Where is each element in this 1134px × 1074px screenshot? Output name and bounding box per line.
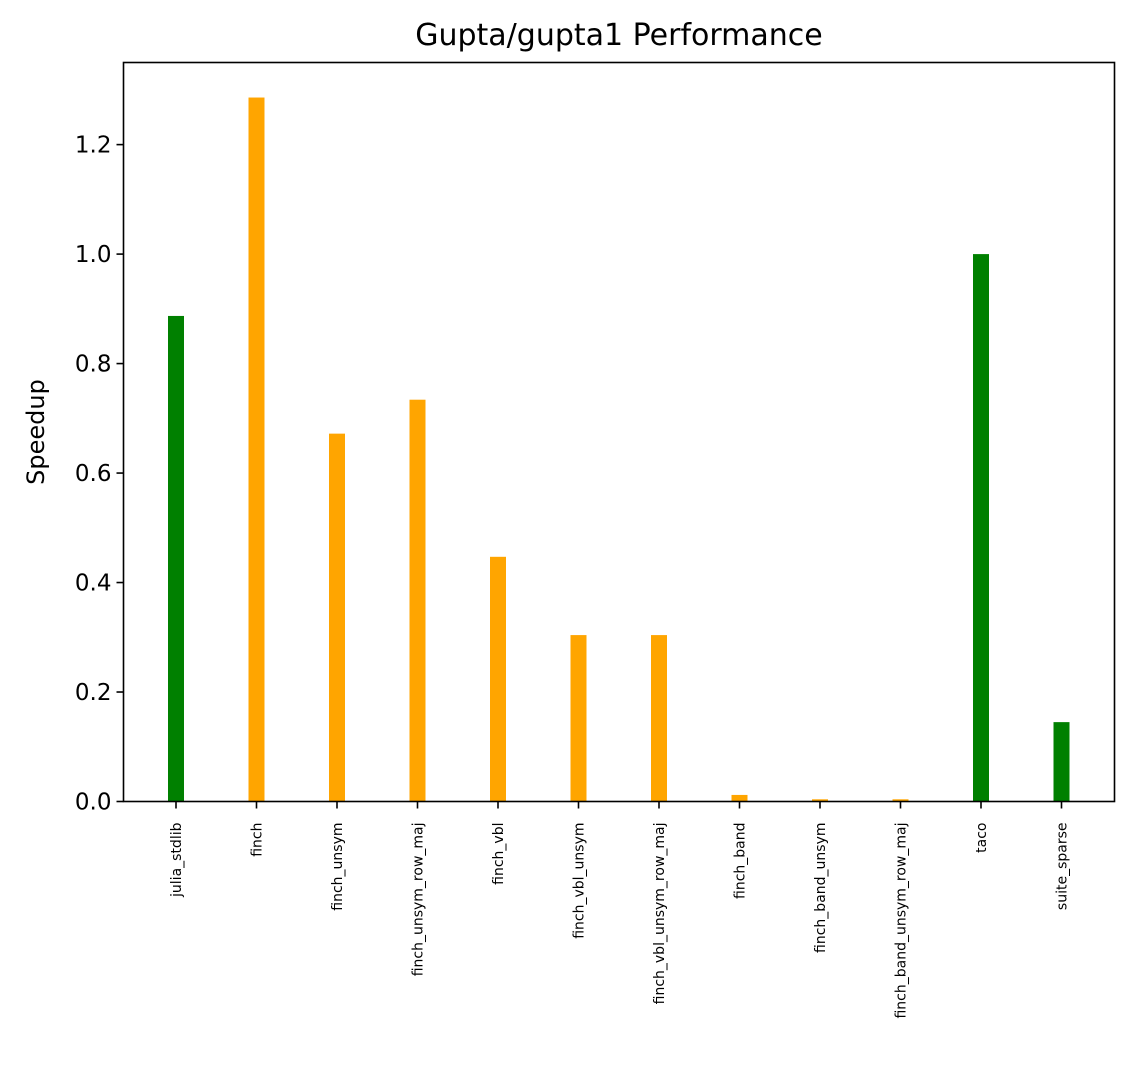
x-tick-label: finch_band_unsym_row_maj [894, 823, 910, 1019]
bars-group [168, 97, 1070, 802]
x-tick-label: finch_vbl_unsym_row_maj [652, 823, 668, 1005]
y-tick-label: 0.4 [75, 571, 112, 597]
bar-finch_band_unsym [812, 799, 828, 802]
x-tick-label: taco [974, 823, 990, 853]
x-tick-label: finch_vbl_unsym [572, 823, 588, 939]
x-axis-ticks: julia_stdlib finch finch_unsym finch_unsym_… [169, 801, 1071, 1019]
bar-finch_vbl_unsym [570, 635, 587, 802]
x-tick-label: finch_band_unsym [813, 823, 829, 953]
bar-taco [973, 254, 989, 802]
x-tick-label: suite_sparse [1055, 823, 1071, 911]
x-tick-label: julia_stdlib [169, 822, 185, 898]
bar-julia_stdlib [168, 315, 184, 802]
bar-finch_unsym_row_maj [409, 399, 426, 802]
bar-finch_band [731, 794, 748, 802]
bar-finch [248, 97, 265, 802]
y-tick-label: 1.2 [75, 133, 112, 159]
bar-finch_vbl [490, 556, 506, 802]
x-tick-label: finch_unsym_row_maj [411, 823, 427, 977]
y-tick-label: 0.0 [75, 790, 112, 816]
y-tick-label: 0.6 [75, 461, 112, 487]
bar-finch_band_unsym_row_maj [892, 799, 909, 802]
x-tick-label: finch_band [733, 823, 749, 900]
x-tick-label: finch_unsym [330, 823, 346, 911]
y-tick-label: 0.8 [75, 352, 112, 378]
x-tick-label: finch_vbl [491, 823, 507, 885]
y-axis-label: Speedup [22, 379, 50, 485]
y-tick-label: 0.2 [75, 680, 112, 706]
bar-finch_unsym [329, 433, 345, 802]
plot-frame [122, 61, 1116, 803]
x-tick-label: finch [250, 823, 266, 857]
bar-suite_sparse [1053, 722, 1070, 802]
chart-title: Gupta/gupta1 Performance [415, 18, 823, 53]
y-tick-label: 1.0 [75, 242, 112, 268]
bar-finch_vbl_unsym_row_maj [651, 635, 667, 802]
y-axis-ticks: 0.0 0.2 0.4 0.6 0.8 1.0 1.2 [75, 133, 124, 816]
